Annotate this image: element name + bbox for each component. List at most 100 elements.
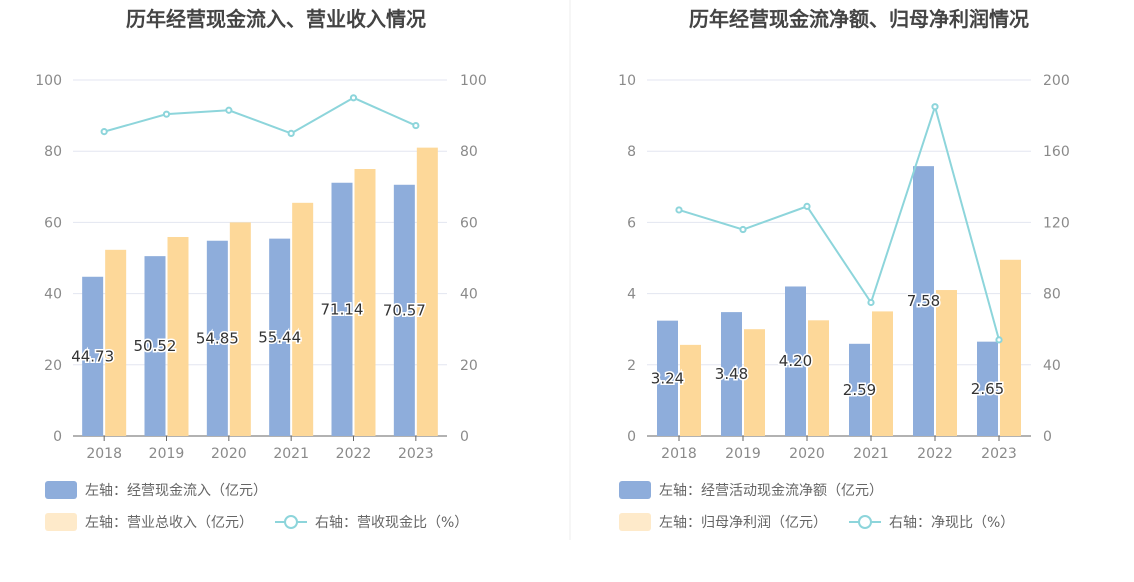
ratio-point-2023 (412, 121, 420, 130)
left-axis-tick-label: 80 (44, 144, 62, 160)
legend-label-secondary: 左轴：归母净利润（亿元） (659, 514, 827, 531)
bar-data-label: 71.14 (321, 300, 364, 318)
bar-data-label: 7.58 (907, 292, 940, 310)
right-axis-tick-label: 40 (1043, 358, 1061, 374)
x-axis-category-label: 2020 (789, 446, 825, 462)
chart-panel-2: 历年经营现金流净额、归母净利润情况 0 0 2 40 4 80 6 120 8 160 10 200 20… (618, 7, 1070, 531)
left-axis-tick-label: 60 (44, 215, 62, 231)
legend-label-line: 右轴：营收现金比（%） (315, 515, 468, 531)
left-axis-tick-label: 0 (53, 429, 62, 445)
bar-primary-2022 (913, 166, 934, 437)
right-axis-tick-label: 100 (460, 73, 487, 89)
legend-label-secondary: 左轴：营业总收入（亿元） (85, 515, 253, 531)
ratio-point-2019 (162, 110, 171, 118)
x-axis-category-label: 2023 (398, 446, 434, 462)
bar-secondary-2023 (1000, 259, 1021, 436)
bar-primary-2021 (269, 238, 291, 436)
left-axis-tick-label: 4 (627, 287, 636, 303)
ratio-point-2021 (867, 298, 875, 307)
right-axis-tick-label: 60 (460, 215, 478, 231)
bar-secondary-2022 (354, 169, 376, 436)
x-axis-category-label: 2018 (86, 446, 122, 462)
bar-secondary-2019 (744, 329, 765, 436)
left-axis-tick-label: 40 (44, 287, 62, 303)
ratio-point-2019 (739, 225, 747, 234)
bar-primary-2018 (82, 276, 104, 436)
left-axis-tick-label: 20 (44, 358, 62, 374)
right-axis-tick-label: 0 (460, 429, 469, 445)
ratio-point-2022 (349, 94, 358, 102)
legend-swatch-line-marker (858, 515, 872, 529)
left-axis-tick-label: 6 (627, 215, 636, 231)
x-axis-category-label: 2023 (981, 446, 1017, 462)
bar-primary-2022 (331, 182, 353, 436)
left-axis-tick-label: 8 (627, 144, 636, 160)
right-axis-tick-label: 80 (1043, 287, 1061, 303)
ratio-point-2018 (100, 128, 108, 136)
left-axis-tick-label: 100 (35, 73, 62, 89)
bar-secondary-2020 (229, 222, 251, 436)
legend-swatch-primary (619, 481, 651, 499)
bar-data-label: 2.65 (971, 380, 1004, 398)
bar-primary-2023 (393, 184, 415, 436)
right-axis-tick-label: 80 (460, 144, 478, 160)
bar-secondary-2018 (680, 344, 701, 436)
right-axis-tick-label: 20 (460, 358, 478, 374)
bar-data-label: 54.85 (196, 329, 239, 347)
bar-data-label: 3.24 (651, 369, 684, 387)
left-axis-tick-label: 0 (627, 429, 636, 445)
x-axis-category-label: 2020 (211, 446, 247, 462)
ratio-point-2020 (803, 202, 811, 210)
left-axis-tick-label: 2 (627, 358, 636, 374)
legend-swatch-line-marker (284, 515, 298, 529)
chart-title: 历年经营现金流净额、归母净利润情况 (689, 7, 1029, 31)
ratio-line (103, 96, 417, 135)
right-axis-tick-label: 0 (1043, 429, 1052, 445)
right-axis-tick-label: 160 (1043, 144, 1070, 160)
legend-label-primary: 左轴：经营活动现金流净额（亿元） (659, 483, 883, 499)
bar-primary-2019 (144, 256, 166, 436)
bar-secondary-2021 (292, 202, 314, 436)
x-axis-category-label: 2022 (917, 446, 953, 462)
bar-primary-2020 (206, 240, 228, 436)
bar-primary-2018 (657, 320, 678, 436)
x-axis-category-label: 2019 (725, 446, 761, 462)
bar-primary-2021 (849, 343, 870, 436)
legend-swatch-primary (45, 481, 77, 499)
ratio-point-2023 (995, 336, 1003, 344)
right-axis-tick-label: 40 (460, 287, 478, 303)
bar-data-label: 55.44 (258, 328, 301, 346)
legend-label-line: 右轴：净现比（%） (889, 515, 1014, 531)
ratio-line (678, 103, 1000, 341)
bar-primary-2020 (785, 286, 806, 436)
bar-secondary-2022 (936, 290, 957, 436)
bar-data-label: 44.73 (71, 347, 114, 365)
bar-secondary-2021 (872, 311, 893, 436)
bar-secondary-2019 (167, 236, 189, 436)
x-axis-category-label: 2022 (336, 446, 372, 462)
bar-primary-2019 (721, 312, 742, 436)
x-axis-category-label: 2019 (149, 446, 185, 462)
bar-secondary-2018 (105, 249, 127, 436)
bar-secondary-2023 (416, 147, 438, 436)
right-axis-tick-label: 200 (1043, 73, 1070, 89)
left-axis-tick-label: 10 (618, 73, 636, 89)
ratio-point-2018 (675, 206, 683, 214)
bar-secondary-2020 (808, 320, 829, 436)
ratio-point-2020 (225, 106, 233, 114)
bar-data-label: 2.59 (843, 381, 876, 399)
ratio-point-2022 (931, 103, 939, 111)
legend-label-primary: 左轴：经营现金流入（亿元） (85, 483, 267, 499)
x-axis-category-label: 2018 (661, 446, 697, 462)
legend-swatch-secondary (45, 513, 77, 531)
legend-swatch-secondary (619, 513, 651, 531)
bar-data-label: 70.57 (383, 301, 426, 319)
bar-data-label: 4.20 (779, 352, 812, 370)
x-axis-category-label: 2021 (273, 446, 309, 462)
bar-data-label: 50.52 (134, 337, 177, 355)
chart-title: 历年经营现金流入、营业收入情况 (126, 7, 426, 31)
bar-data-label: 3.48 (715, 365, 748, 383)
